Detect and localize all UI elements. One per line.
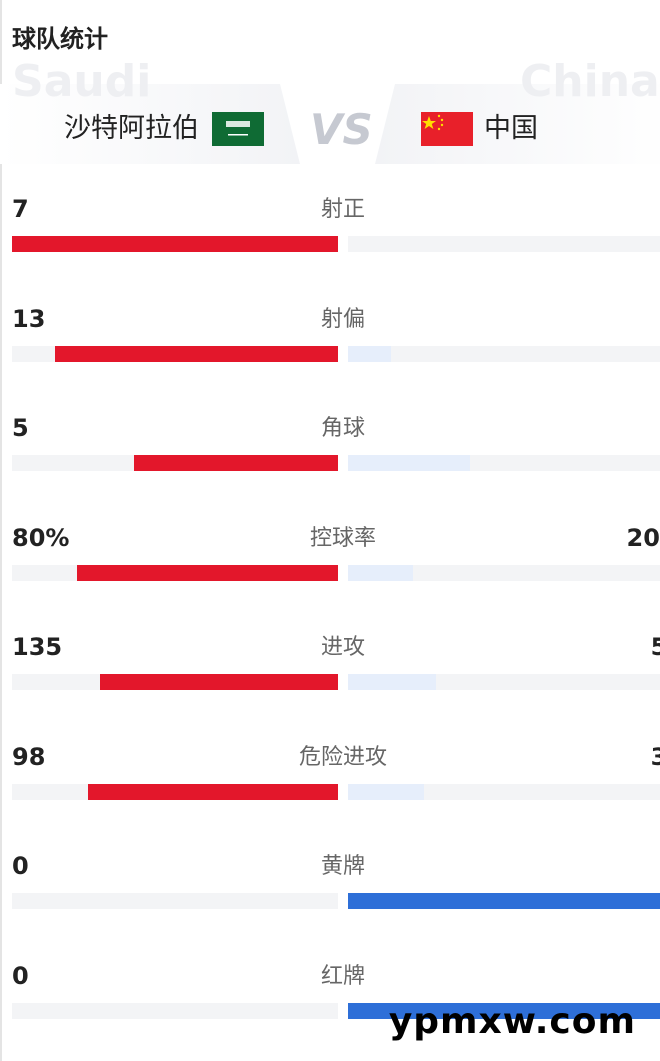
stat-row: 0 黄牌 1 bbox=[0, 851, 660, 931]
away-bar-track bbox=[348, 674, 660, 690]
home-bar-track bbox=[12, 345, 338, 362]
home-value: 5 bbox=[12, 414, 29, 442]
home-ghost-text: Saudi bbox=[12, 56, 152, 107]
home-value: 135 bbox=[12, 633, 63, 661]
away-team-name: 中国 bbox=[484, 113, 538, 144]
home-bar bbox=[88, 783, 338, 800]
stat-label: 射正 bbox=[320, 197, 366, 222]
stat-label: 危险进攻 bbox=[298, 744, 388, 770]
stat-label: 控球率 bbox=[309, 525, 377, 551]
away-bar-track bbox=[348, 236, 660, 252]
away-bar bbox=[348, 455, 471, 471]
stat-row: 0 红牌 1 bbox=[0, 961, 660, 1041]
vs-label: VS bbox=[310, 105, 373, 154]
home-bar-track bbox=[12, 893, 338, 909]
home-bar bbox=[100, 674, 338, 690]
china-flag-icon bbox=[421, 112, 473, 146]
home-bar bbox=[134, 455, 338, 471]
stat-row: 135 进攻 50 bbox=[0, 632, 660, 712]
home-bar-track bbox=[12, 1002, 338, 1019]
home-value: 0 bbox=[12, 852, 29, 880]
home-value: 98 bbox=[12, 742, 46, 771]
home-bar-track bbox=[12, 455, 338, 471]
home-bar-track bbox=[12, 783, 338, 800]
stat-label: 角球 bbox=[320, 416, 366, 441]
stat-row: 80% 控球率 20% bbox=[0, 523, 660, 603]
away-bar-track bbox=[348, 345, 660, 362]
away-value: 50 bbox=[650, 633, 660, 661]
away-value: 20% bbox=[626, 523, 660, 552]
stat-label: 射偏 bbox=[320, 306, 366, 332]
home-value: 7 bbox=[12, 195, 29, 223]
away-bar bbox=[348, 893, 660, 909]
away-bar bbox=[348, 783, 425, 800]
left-border bbox=[0, 0, 2, 1061]
away-bar-track bbox=[348, 893, 660, 909]
saudi-flag-icon bbox=[212, 112, 264, 146]
home-bar-track bbox=[12, 236, 338, 252]
home-team-name: 沙特阿拉伯 bbox=[64, 113, 199, 144]
away-ghost-text: China bbox=[520, 56, 660, 107]
stat-row: 98 危险进攻 30 bbox=[0, 742, 660, 822]
stat-label: 进攻 bbox=[320, 635, 366, 660]
match-header: Saudi China 沙特阿拉伯 VS 中国 bbox=[0, 56, 660, 168]
away-value: 30 bbox=[650, 742, 660, 771]
section-title: 球队统计 bbox=[12, 25, 108, 53]
away-bar-track bbox=[348, 1002, 660, 1019]
home-bar-track bbox=[12, 674, 338, 690]
stat-row: 7 射正 0 bbox=[0, 194, 660, 274]
home-value: 80% bbox=[12, 523, 70, 552]
away-bar bbox=[348, 345, 392, 362]
away-bar-track bbox=[348, 564, 660, 581]
away-bar bbox=[348, 1002, 660, 1019]
stat-row: 5 角球 3 bbox=[0, 413, 660, 493]
home-bar-track bbox=[12, 564, 338, 581]
home-bar bbox=[12, 236, 338, 252]
watermark: ypmxw.com bbox=[388, 1001, 636, 1042]
home-bar bbox=[55, 345, 338, 362]
home-value: 0 bbox=[12, 961, 29, 990]
stat-row: 13 射偏 2 bbox=[0, 304, 660, 384]
away-bar-track bbox=[348, 455, 660, 471]
stat-label: 红牌 bbox=[320, 963, 366, 989]
home-value: 13 bbox=[12, 304, 46, 333]
away-bar-track bbox=[348, 783, 660, 800]
away-bar bbox=[348, 674, 437, 690]
stat-label: 黄牌 bbox=[320, 854, 366, 879]
home-bar bbox=[77, 564, 338, 581]
away-bar bbox=[348, 564, 414, 581]
